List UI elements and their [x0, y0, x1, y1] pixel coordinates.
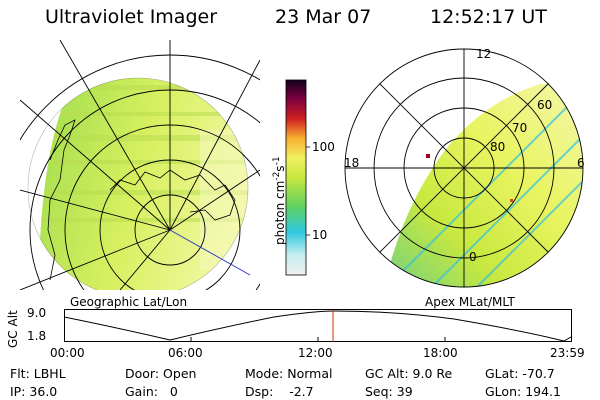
- colorbar-tick-100: 100: [312, 140, 335, 154]
- info-mode: Mode: Normal: [245, 366, 333, 381]
- info-door: Door: Open: [125, 366, 197, 381]
- date-label: 23 Mar 07: [275, 6, 372, 28]
- image-edge: [20, 40, 115, 290]
- colorbar-tick-10: 10: [312, 228, 328, 242]
- colorbar-gradient: [285, 79, 307, 276]
- altitude-xtick-4: 23:59: [550, 346, 585, 360]
- info-gc-alt: GC Alt: 9.0 Re: [365, 366, 453, 381]
- mlt-spokes: [345, 49, 583, 287]
- mlat-label-70: 70: [512, 121, 528, 135]
- info-ip: IP: 36.0: [10, 384, 58, 399]
- colorbar: [285, 79, 310, 276]
- altitude-xtick-2: 12:00: [298, 346, 333, 360]
- time-label: 12:52:17 UT: [430, 6, 547, 28]
- mlt-label-12: 12: [476, 47, 492, 61]
- right-panel-caption: Apex MLat/MLT: [425, 295, 515, 309]
- altitude-xtick-0: 00:00: [50, 346, 85, 360]
- geographic-image: [20, 40, 260, 290]
- mlt-label-6: 6: [577, 156, 585, 170]
- altitude-xtick-1: 06:00: [168, 346, 203, 360]
- mlat-label-60: 60: [537, 98, 553, 112]
- altitude-ytick-max: 9.0: [27, 306, 47, 320]
- instrument-title: Ultraviolet Imager: [45, 6, 218, 28]
- left-panel-caption: Geographic Lat/Lon: [70, 295, 188, 309]
- lon-grid: [20, 40, 260, 290]
- colorbar-unit-label: photon cm-2s-1: [272, 156, 287, 245]
- altitude-ylabel: GC Alt: [6, 310, 20, 348]
- scan-stripes: [28, 85, 248, 222]
- altitude-plot: [64, 309, 572, 342]
- info-seq: Seq: 39: [365, 384, 413, 399]
- altitude-xtick-3: 18:00: [423, 346, 458, 360]
- altitude-frame: [64, 309, 572, 342]
- mlt-label-0: 0: [469, 250, 477, 264]
- altitude-curve: [64, 310, 572, 342]
- altitude-ytick-min: 1.8: [27, 329, 47, 343]
- info-glat: GLat: -70.7: [485, 366, 555, 381]
- info-glon: GLon: 194.1: [485, 384, 561, 399]
- emission-region: [390, 84, 583, 287]
- info-flt: Flt: LBHL: [10, 366, 66, 381]
- mlt-label-18: 18: [344, 156, 360, 170]
- info-gain: Gain: 0: [125, 384, 178, 399]
- info-dsp: Dsp: -2.7: [245, 384, 314, 399]
- apex-polar-plot: [344, 48, 584, 288]
- mlat-label-80: 80: [490, 140, 506, 154]
- coastline: [109, 169, 236, 221]
